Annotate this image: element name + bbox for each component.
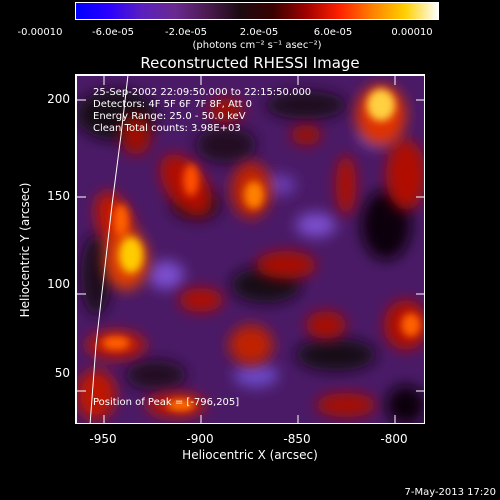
peak-position-text: Position of Peak = [-796,205] xyxy=(93,397,240,408)
y-tick-label: 200 xyxy=(47,92,70,106)
limb-line xyxy=(89,75,129,423)
x-axis-label: Heliocentric X (arcsec) xyxy=(182,448,318,462)
image-title: Reconstructed RHESSI Image xyxy=(140,54,360,72)
colorbar-tick-label: 2.0e-05 xyxy=(239,27,279,38)
time-range-text: 25-Sep-2002 22:09:50.000 to 22:15:50.000 xyxy=(93,87,312,98)
colorbar-tick-label: 6.0e-05 xyxy=(313,27,353,38)
plot-frame xyxy=(76,75,424,423)
rhessi-image xyxy=(75,74,425,424)
detectors-text: Detectors: 4F 5F 6F 7F 8F, Att 0 xyxy=(93,99,253,110)
energy-range-text: Energy Range: 25.0 - 50.0 keV xyxy=(93,111,246,122)
y-axis-label: Heliocentric Y (arcsec) xyxy=(18,182,32,318)
y-tick-label: 150 xyxy=(47,189,70,203)
colorbar-units: (photons cm⁻² s⁻¹ asec⁻²) xyxy=(192,40,322,51)
date-stamp: 7-May-2013 17:20 xyxy=(404,487,496,498)
x-tick-label: -900 xyxy=(186,432,214,446)
hot-blobs xyxy=(102,89,421,411)
dark-blobs xyxy=(76,90,424,423)
x-tick-label: -850 xyxy=(283,432,311,446)
clean-counts-text: Clean Total counts: 3.98E+03 xyxy=(93,123,241,134)
colorbar-tick-label: -6.0e-05 xyxy=(92,27,134,38)
axis-ticks xyxy=(76,75,424,423)
x-tick-label: -800 xyxy=(380,432,408,446)
colorbar-tick-label: -0.00010 xyxy=(17,27,63,38)
colorbar-tick-label: -2.0e-05 xyxy=(165,27,207,38)
x-tick-label: -950 xyxy=(89,432,117,446)
colorbar xyxy=(75,2,439,20)
colorbar-tick-label: 0.00010 xyxy=(391,27,433,38)
y-tick-label: 50 xyxy=(54,366,70,380)
y-tick-label: 100 xyxy=(47,277,70,291)
